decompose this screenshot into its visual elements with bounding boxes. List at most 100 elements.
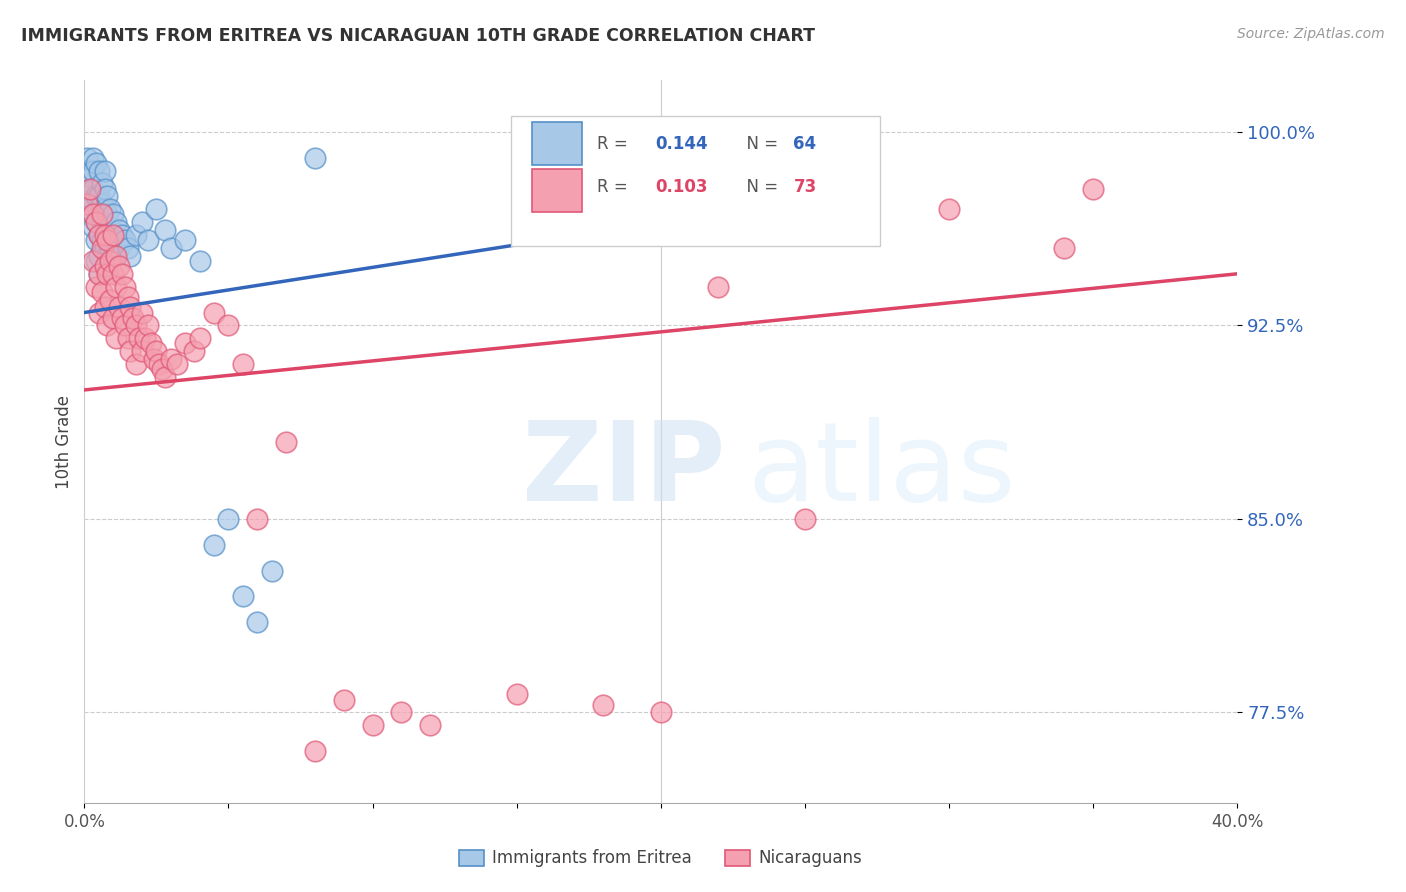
Point (304, 744, 326, 758)
Point (202, 538, 225, 552)
Text: R =: R = (598, 135, 634, 153)
Point (117, 331, 139, 345)
Text: ZIP: ZIP (523, 417, 725, 524)
Point (938, 202, 960, 217)
Point (82, 151, 104, 165)
Point (125, 357, 148, 371)
Point (98, 293, 121, 307)
Point (1083, 182, 1105, 196)
Point (79, 202, 101, 217)
Point (96, 267, 118, 281)
Point (96, 189, 118, 203)
Point (82, 194, 104, 209)
Point (105, 279, 128, 293)
Point (108, 259, 131, 273)
Point (93, 202, 115, 217)
Legend: Immigrants from Eritrea, Nicaraguans: Immigrants from Eritrea, Nicaraguans (453, 843, 869, 874)
Point (120, 344, 142, 359)
Point (276, 434, 298, 449)
Point (96, 318, 118, 333)
Point (145, 202, 167, 217)
Point (90, 241, 112, 255)
Point (87, 267, 110, 281)
Point (79, 182, 101, 196)
Point (174, 336, 197, 351)
Point (361, 718, 384, 732)
Point (160, 241, 183, 255)
Point (82, 254, 104, 268)
Point (93, 241, 115, 255)
Point (96, 228, 118, 243)
Point (90, 197, 112, 211)
Point (90, 207, 112, 221)
Text: IMMIGRANTS FROM ERITREA VS NICARAGUAN 10TH GRADE CORRELATION CHART: IMMIGRANTS FROM ERITREA VS NICARAGUAN 10… (21, 27, 815, 45)
Point (232, 357, 254, 371)
Point (105, 233, 128, 247)
Point (114, 279, 136, 293)
Point (333, 692, 356, 706)
Point (105, 331, 128, 345)
Text: 64: 64 (793, 135, 817, 153)
Point (128, 331, 150, 345)
Point (232, 590, 254, 604)
Point (105, 215, 128, 229)
Point (79, 171, 101, 186)
Point (105, 249, 128, 263)
Point (84, 156, 107, 170)
Point (76, 163, 98, 178)
Point (391, 706, 413, 720)
Point (87, 249, 110, 263)
Point (98, 254, 121, 268)
Point (103, 228, 124, 243)
Point (131, 305, 153, 319)
Point (87, 267, 110, 281)
Point (103, 310, 124, 325)
Point (153, 223, 176, 237)
Point (145, 344, 167, 359)
Point (84, 254, 107, 268)
Point (202, 305, 225, 319)
Point (87, 228, 110, 243)
Point (93, 259, 115, 273)
Point (260, 564, 283, 578)
Point (82, 182, 104, 196)
Point (114, 233, 136, 247)
Point (108, 223, 131, 237)
Point (84, 279, 107, 293)
Point (650, 706, 672, 720)
Point (166, 357, 188, 371)
Point (419, 718, 441, 732)
Point (98, 241, 121, 255)
Point (87, 228, 110, 243)
Point (131, 215, 153, 229)
Point (90, 233, 112, 247)
Point (93, 163, 115, 178)
Point (125, 228, 148, 243)
Point (122, 310, 145, 325)
Point (96, 249, 118, 263)
Point (125, 318, 148, 333)
Point (90, 215, 112, 229)
Point (76, 151, 98, 165)
Point (183, 344, 205, 359)
Point (592, 698, 614, 712)
Point (90, 285, 112, 299)
Point (108, 241, 131, 255)
Point (82, 207, 104, 221)
Point (84, 189, 107, 203)
Point (93, 220, 115, 235)
Point (93, 182, 115, 196)
Point (90, 177, 112, 191)
Point (82, 220, 104, 235)
FancyBboxPatch shape (531, 169, 582, 211)
Point (103, 267, 124, 281)
Point (103, 207, 124, 221)
FancyBboxPatch shape (510, 117, 880, 246)
Text: N =: N = (735, 135, 783, 153)
Point (304, 151, 326, 165)
Point (139, 336, 162, 351)
Point (111, 310, 134, 325)
Text: atlas: atlas (748, 417, 1015, 524)
Point (87, 163, 110, 178)
Point (84, 233, 107, 247)
